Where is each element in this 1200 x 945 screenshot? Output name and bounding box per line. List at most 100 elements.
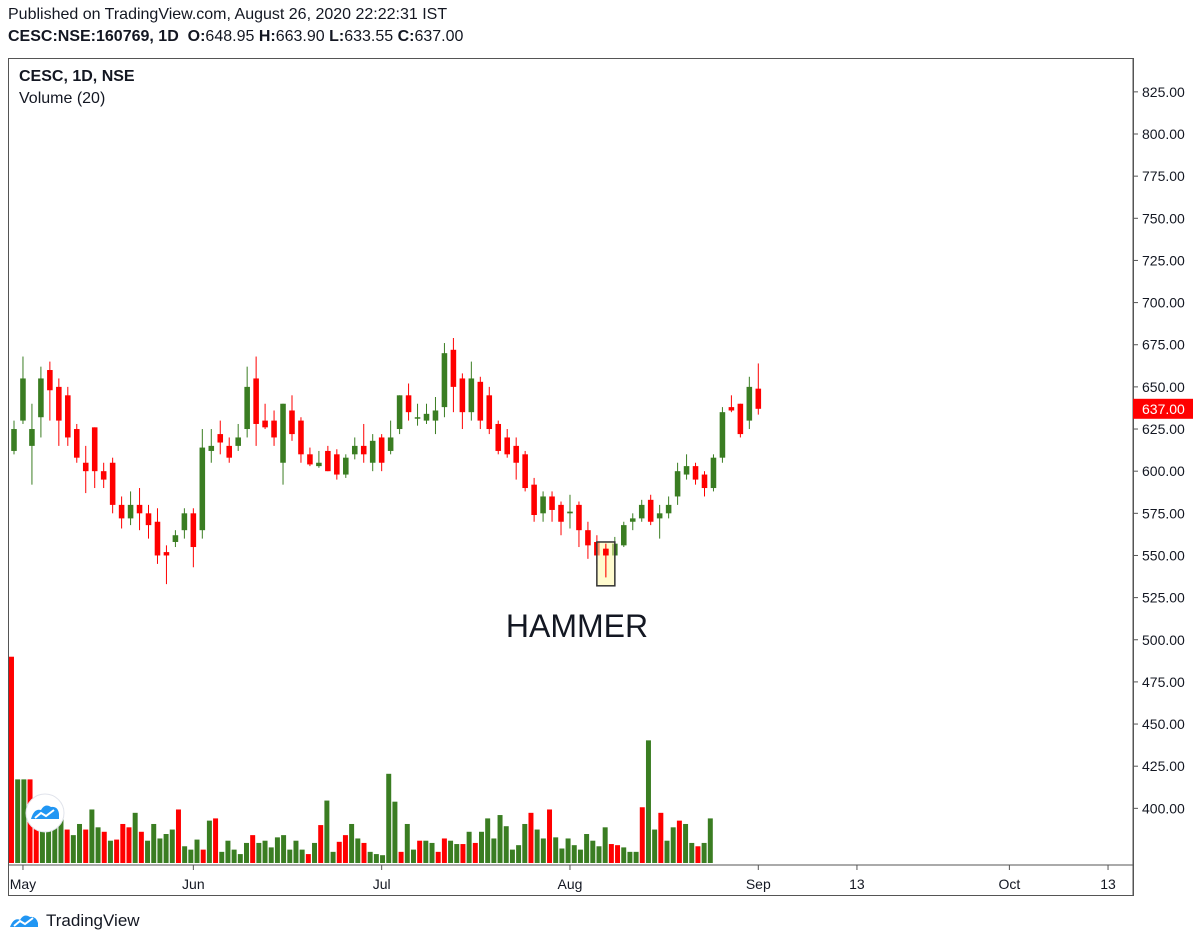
candle-body xyxy=(325,450,331,472)
x-tick-label: Sep xyxy=(746,876,771,892)
candle-body xyxy=(262,420,268,428)
candle-body xyxy=(396,395,403,430)
volume-bar xyxy=(324,800,330,863)
volume-bar xyxy=(553,837,559,863)
volume-bar xyxy=(361,842,367,863)
candle-body xyxy=(253,378,259,424)
volume-bar xyxy=(305,854,311,863)
volume-legend: Volume (20) xyxy=(19,90,106,107)
y-tick-label: 725.00 xyxy=(1142,252,1185,268)
volume-bar xyxy=(274,837,280,863)
candle-body xyxy=(531,484,537,516)
candle-body xyxy=(289,410,295,435)
volume-bar xyxy=(441,838,447,863)
volume-bar xyxy=(355,838,361,863)
volume-bar xyxy=(83,829,89,863)
volume-bar xyxy=(330,851,336,863)
volume-bar xyxy=(163,834,169,863)
volume-bar xyxy=(590,840,596,863)
volume-bar xyxy=(652,829,658,863)
x-tick-label: Jun xyxy=(182,876,205,892)
candle-body xyxy=(728,407,735,411)
candle-body xyxy=(307,454,313,465)
published-line: Published on TradingView.com, August 26,… xyxy=(8,6,448,23)
volume-bar xyxy=(466,831,472,863)
volume-bar xyxy=(664,840,670,863)
volume-bar xyxy=(695,846,701,863)
candle-body xyxy=(217,434,224,443)
y-tick-label: 625.00 xyxy=(1142,421,1185,437)
volume-bar xyxy=(299,849,305,863)
volume-bar xyxy=(367,851,373,863)
candle-body xyxy=(181,513,188,531)
tradingview-footer[interactable]: TradingView xyxy=(8,911,140,931)
candle-body xyxy=(459,378,466,413)
candle-body xyxy=(11,429,17,451)
volume-bar xyxy=(213,818,219,863)
volume-bar xyxy=(540,838,546,863)
candle-body xyxy=(100,471,107,480)
y-tick-label: 775.00 xyxy=(1142,168,1185,184)
volume-bar xyxy=(435,851,441,863)
volume-bar xyxy=(169,829,175,863)
volume-bar xyxy=(114,839,120,863)
volume-bar xyxy=(454,844,460,863)
volume-bar xyxy=(479,831,484,863)
volume-bar xyxy=(633,851,639,863)
candle-body xyxy=(665,504,672,514)
candle-body xyxy=(387,437,394,451)
y-tick-label: 600.00 xyxy=(1142,463,1185,479)
candle-body xyxy=(369,440,376,463)
candle-body xyxy=(163,552,170,556)
volume-bar xyxy=(287,849,293,863)
candle-body xyxy=(710,457,717,489)
volume-bar xyxy=(200,849,206,863)
candle-body xyxy=(405,395,412,413)
candle-body xyxy=(351,445,358,455)
candle-body xyxy=(513,445,519,463)
volume-bar xyxy=(46,816,52,863)
candle-body xyxy=(226,445,232,458)
candle-body xyxy=(621,525,627,546)
candle-body xyxy=(20,378,26,421)
volume-bar xyxy=(237,854,243,863)
hammer-annotation: HAMMER xyxy=(506,608,648,644)
candle-body xyxy=(755,388,762,409)
volume-bar xyxy=(250,835,256,863)
volume-bar xyxy=(707,818,713,863)
candle-body xyxy=(154,521,161,556)
volume-bar xyxy=(206,820,212,863)
volume-bar xyxy=(460,844,466,863)
volume-bar xyxy=(410,849,416,863)
volume-bar xyxy=(528,812,534,863)
candle-body xyxy=(719,412,726,458)
volume-bar xyxy=(256,842,262,863)
candle-body xyxy=(683,466,690,475)
tradingview-bubble-icon xyxy=(25,793,65,833)
candle-body xyxy=(638,504,645,519)
volume-bar xyxy=(151,823,157,863)
volume-bar xyxy=(627,851,633,863)
y-tick-label: 825.00 xyxy=(1142,84,1185,100)
volume-bar xyxy=(658,812,664,863)
candle-body xyxy=(38,378,44,418)
volume-bar xyxy=(701,842,707,863)
volume-bar xyxy=(101,831,107,863)
volume-bar xyxy=(485,818,491,863)
candle-body xyxy=(468,378,475,413)
candle-body xyxy=(47,370,53,391)
volume-bar xyxy=(676,820,682,863)
volume-bar xyxy=(95,827,101,863)
volume-bar xyxy=(509,849,515,863)
tradingview-logo-icon xyxy=(10,915,38,927)
volume-bar xyxy=(380,855,386,863)
volume-bar xyxy=(645,740,651,863)
candle-body xyxy=(190,513,197,548)
volume-bar xyxy=(126,827,132,863)
candle-body xyxy=(378,437,385,463)
volume-bar xyxy=(15,779,21,863)
chart-legend-title: CESC, 1D, NSE xyxy=(19,68,135,85)
candle-body xyxy=(522,454,528,489)
volume-bar xyxy=(175,809,181,863)
